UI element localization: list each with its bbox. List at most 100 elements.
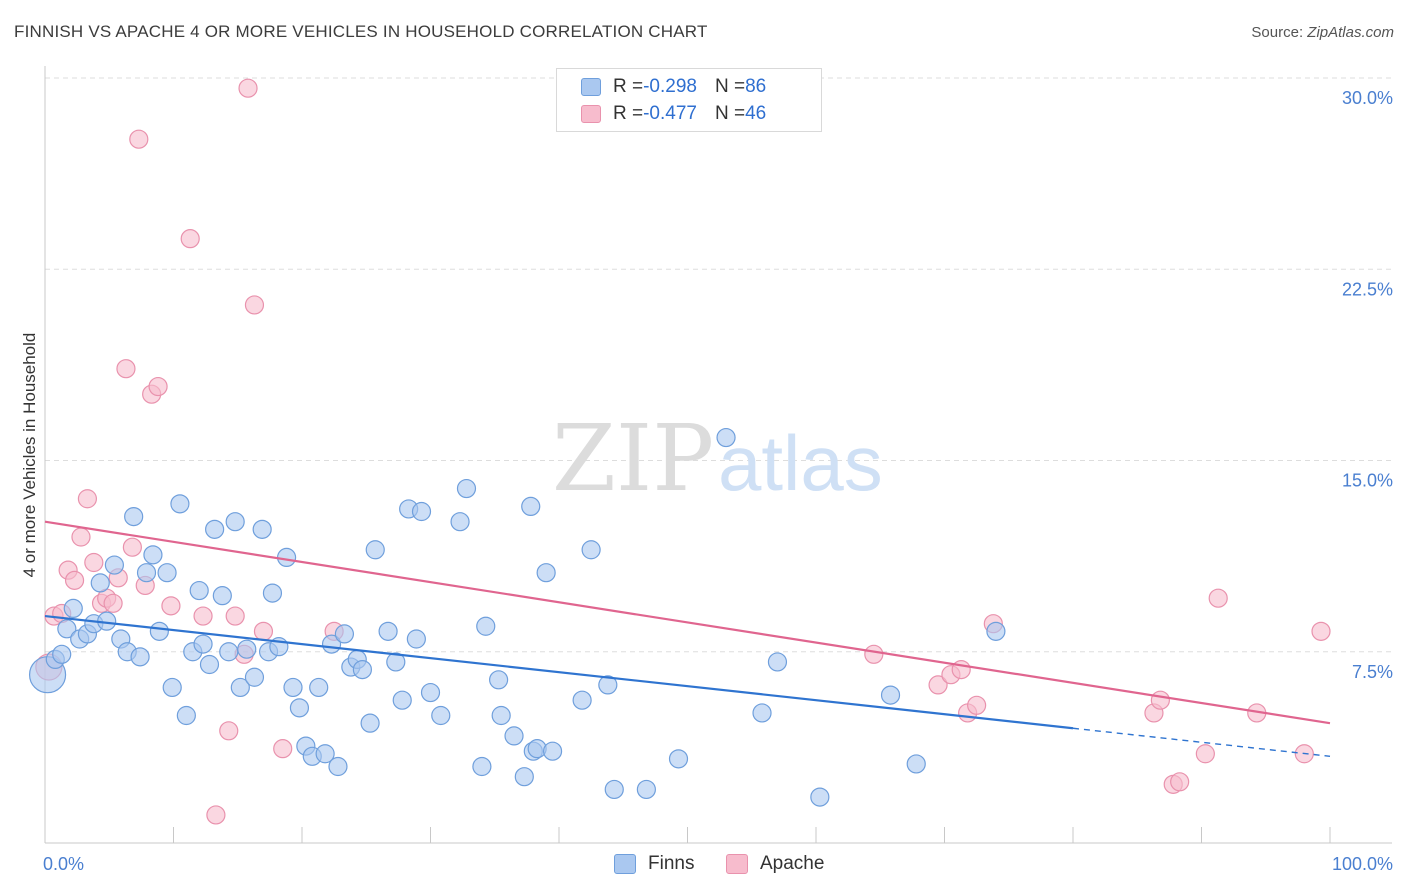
finns-point <box>289 698 310 718</box>
apache-legend-label: Apache <box>760 853 825 874</box>
apache-series <box>35 78 1331 825</box>
apache-trend-line <box>44 520 1331 725</box>
finns-point <box>668 749 689 769</box>
r-label: R = <box>613 76 644 97</box>
finns-point <box>472 756 492 777</box>
r-label: R = <box>613 103 644 124</box>
finns-point <box>149 621 169 641</box>
finns-point <box>406 629 426 649</box>
apache-point <box>238 78 258 98</box>
apache-point <box>64 570 85 590</box>
finns-point <box>521 496 541 516</box>
finns-point <box>176 705 196 726</box>
finns-point <box>456 478 477 499</box>
finns-point <box>230 677 250 698</box>
finns-point <box>237 639 257 659</box>
finns-point <box>581 540 601 560</box>
finns-point <box>90 573 110 593</box>
bottom-legend-finns[interactable]: Finns <box>614 852 694 876</box>
y-tick-label: 7.5% <box>1352 662 1393 682</box>
finns-point <box>476 616 496 636</box>
bottom-legend-apache[interactable]: Apache <box>726 852 824 876</box>
finns-point <box>880 685 901 705</box>
trend-lines <box>44 520 1331 757</box>
finns-point <box>283 677 303 698</box>
finns-point <box>193 634 213 654</box>
x-tick-label: 100.0% <box>1332 854 1393 874</box>
finns-point <box>392 690 412 710</box>
finns-point <box>199 654 220 675</box>
apache-point <box>193 606 213 626</box>
apache-point <box>84 552 104 573</box>
finns-point <box>542 741 563 761</box>
finns-point <box>57 619 77 639</box>
finns-point <box>604 779 624 800</box>
x-tick-label: 0.0% <box>43 854 84 874</box>
finns-point <box>411 501 432 522</box>
finns-point <box>386 652 406 672</box>
finns-point <box>52 644 72 664</box>
apache-point <box>206 805 226 825</box>
finns-point <box>716 427 736 448</box>
finns-point <box>986 621 1006 641</box>
finns-point <box>491 705 511 726</box>
finns-point <box>334 624 355 644</box>
apache-point <box>928 675 948 695</box>
apache-point <box>253 621 274 641</box>
apache-point <box>77 489 98 509</box>
n-label: N = <box>714 76 746 97</box>
source-value[interactable]: ZipAtlas.com <box>1307 24 1394 41</box>
correlation-legend: R = -0.298 N = 86 R = -0.477 N = 46 <box>556 68 822 132</box>
finns-point <box>276 547 297 568</box>
finns-point <box>536 563 556 583</box>
finns-legend-swatch <box>614 854 636 874</box>
y-tick-label: 22.5% <box>1342 279 1393 299</box>
finns-point <box>752 703 772 723</box>
legend-row-apache: R = -0.477 N = 46 <box>581 102 766 126</box>
finns-point <box>636 779 656 800</box>
finns-point <box>136 563 157 583</box>
finns-point <box>572 690 592 710</box>
source-label: Source: <box>1251 24 1308 41</box>
finns-point <box>212 586 232 606</box>
gridlines <box>45 77 1392 653</box>
finns-point <box>143 545 163 565</box>
finns-point <box>124 506 144 527</box>
finns-point <box>767 652 788 672</box>
finns-point <box>205 519 225 539</box>
apache-r-value: -0.477 <box>643 103 697 124</box>
watermark-atlas: atlas <box>718 419 883 507</box>
y-tick-label: 30.0% <box>1342 88 1393 108</box>
apache-point <box>1150 690 1170 710</box>
axes <box>44 66 1392 844</box>
finns-point <box>130 647 150 667</box>
apache-point <box>161 596 181 616</box>
watermark: ZIP atlas <box>552 405 883 512</box>
finns-point <box>162 677 182 698</box>
apache-point <box>225 606 245 626</box>
apache-legend-swatch <box>726 854 748 874</box>
finns-point <box>420 682 441 703</box>
finns-point <box>252 519 272 539</box>
apache-point <box>967 695 987 715</box>
apache-point <box>129 129 149 149</box>
n-label: N = <box>714 103 746 124</box>
finns-legend-label: Finns <box>648 853 695 874</box>
finns-point <box>262 583 283 603</box>
finns-point <box>598 675 618 695</box>
apache-point <box>864 644 884 664</box>
tick-labels: 7.5% 15.0% 22.5% 30.0% 0.0% 100.0% <box>43 88 1393 874</box>
finns-point <box>170 494 190 514</box>
finns-trend-line <box>44 614 1074 730</box>
finns-point <box>514 767 534 787</box>
apache-point <box>180 229 200 249</box>
apache-point <box>122 537 142 557</box>
finns-point <box>810 787 830 807</box>
finns-point <box>450 512 470 532</box>
finns-point <box>365 540 385 560</box>
finns-point <box>906 754 926 774</box>
finns-series <box>28 427 1006 807</box>
y-tick-label: 15.0% <box>1342 471 1393 491</box>
finns-point <box>225 512 245 532</box>
